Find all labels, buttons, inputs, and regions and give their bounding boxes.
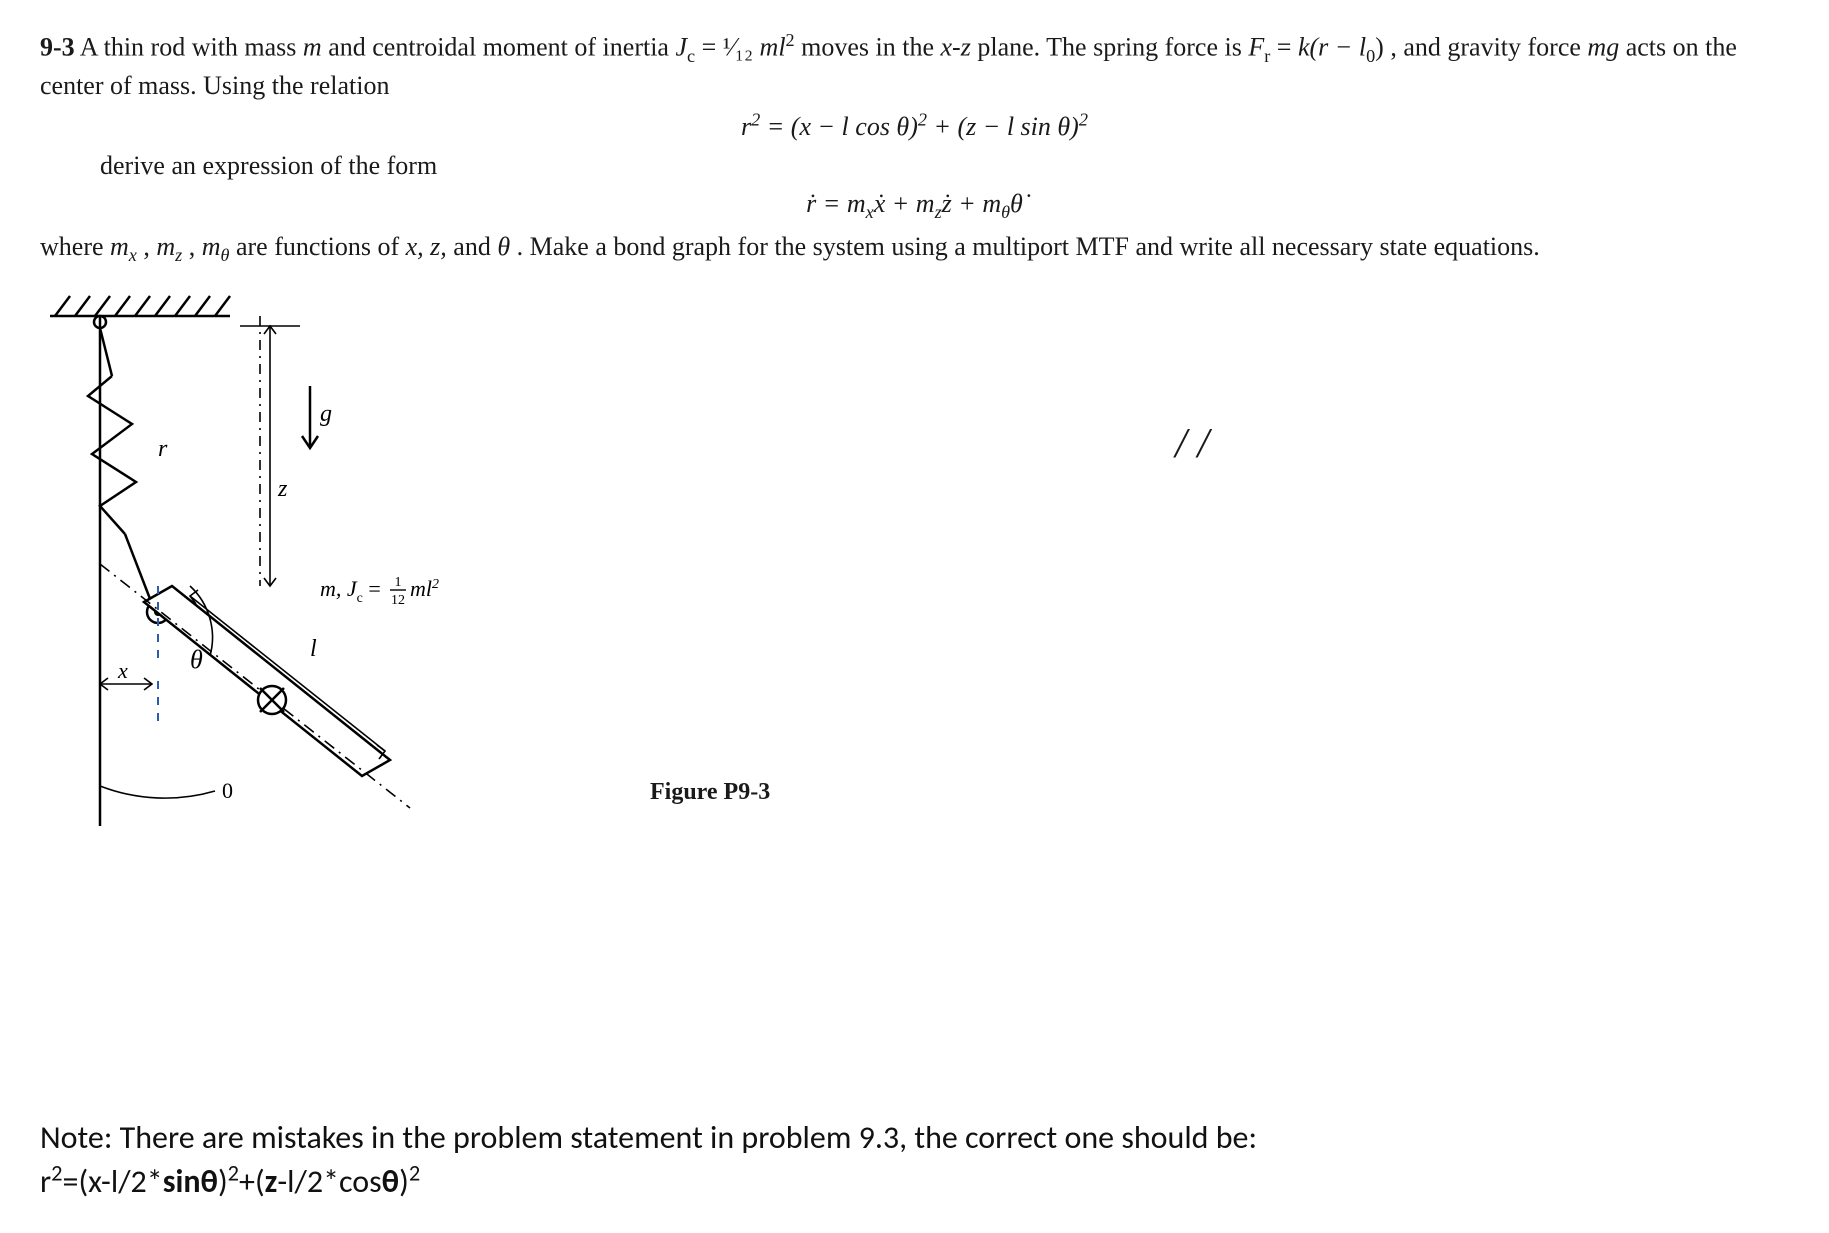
equation-r2: r2 = (x − l cos θ)2 + (z − l sin θ)2	[40, 110, 1789, 143]
problem-statement: 9-3 A thin rod with mass m and centroida…	[40, 28, 1789, 104]
label-l: l	[310, 636, 317, 662]
dimension-z	[240, 326, 300, 586]
var-ml2: ml	[760, 33, 786, 62]
text: A thin rod with mass	[80, 33, 303, 62]
note-prefix: Note: There are mistakes in the problem …	[40, 1118, 1257, 1157]
text: plane. The spring force is	[977, 33, 1248, 62]
closeparen: )	[1375, 33, 1384, 62]
figure-caption: Figure P9-3	[650, 779, 770, 806]
label-x: x	[117, 658, 128, 683]
rod-frac-num: 1	[395, 575, 402, 590]
eq1: r2 = (x − l cos θ)2 + (z − l sin θ)2	[741, 112, 1088, 141]
rod-label-mj: m, J	[320, 576, 358, 601]
center-mass	[258, 686, 286, 714]
derive-line: derive an expression of the form	[100, 148, 1789, 183]
figure-svg: r	[40, 286, 500, 846]
text: where	[40, 232, 110, 261]
text: and	[453, 232, 497, 261]
text: and centroidal moment of inertia	[328, 33, 675, 62]
var-mg: mg	[1587, 33, 1619, 62]
eq2: ṙ = mxẋ + mzż + mθθ̇	[806, 189, 1023, 218]
rod-label: m, Jc = 1 12 ml2	[320, 575, 439, 608]
gravity-arrow	[302, 386, 318, 448]
equation-rdot: ṙ = mxẋ + mzż + mθθ̇	[40, 189, 1789, 223]
label-z: z	[277, 476, 288, 502]
var-mx: mx	[110, 232, 137, 261]
rod	[144, 586, 390, 776]
var-mz: mz	[156, 232, 182, 261]
text: =	[702, 33, 723, 62]
var-fr-sub: r	[1264, 46, 1270, 66]
var-fr: F	[1248, 33, 1264, 62]
stray-mark: / /	[1175, 420, 1209, 468]
var-fr-rhs: k(r − l	[1298, 33, 1366, 62]
label-g: g	[320, 401, 332, 427]
label-zero: 0	[222, 778, 233, 803]
var-mtheta: mθ	[202, 232, 230, 261]
var-jc: J	[675, 33, 687, 62]
rod-label-ml2: ml2	[410, 576, 439, 601]
text: ,	[143, 232, 156, 261]
var-l0-sub: 0	[1366, 46, 1375, 66]
text: . Make a bond graph for the system using…	[517, 232, 1540, 261]
rod-label-eq: =	[363, 576, 381, 601]
fraction: ¹⁄₁₂	[723, 33, 753, 62]
closing-paragraph: where mx , mz , mθ are functions of x, z…	[40, 229, 1789, 268]
text: =	[1277, 33, 1298, 62]
squared: 2	[786, 30, 795, 50]
page: 9-3 A thin rod with mass m and centroida…	[0, 0, 1829, 1233]
text: are functions of	[236, 232, 406, 261]
rod-frac-den: 12	[391, 593, 405, 608]
var-theta: θ	[497, 232, 510, 261]
svg-text:m, Jc =: m, Jc =	[320, 576, 381, 606]
problem-number: 9-3	[40, 33, 75, 62]
vars: x, z,	[406, 232, 447, 261]
label-r: r	[158, 436, 168, 462]
text: ,	[189, 232, 202, 261]
var-m: m	[303, 33, 322, 62]
spring	[88, 316, 152, 604]
zero-arc	[100, 786, 215, 798]
correction-note: Note: There are mistakes in the problem …	[40, 1116, 1257, 1203]
ceiling-hatch	[50, 296, 230, 316]
plane: x-z	[941, 33, 971, 62]
text: moves in the	[801, 33, 940, 62]
figure-wrap: r	[40, 286, 1789, 846]
note-eq: r2=(x-l/2*sinθ)2+(z-l/2*cosθ)2	[40, 1162, 420, 1201]
label-theta: θ	[190, 645, 203, 674]
var-jc-sub: c	[687, 46, 695, 66]
text: , and gravity force	[1390, 33, 1587, 62]
